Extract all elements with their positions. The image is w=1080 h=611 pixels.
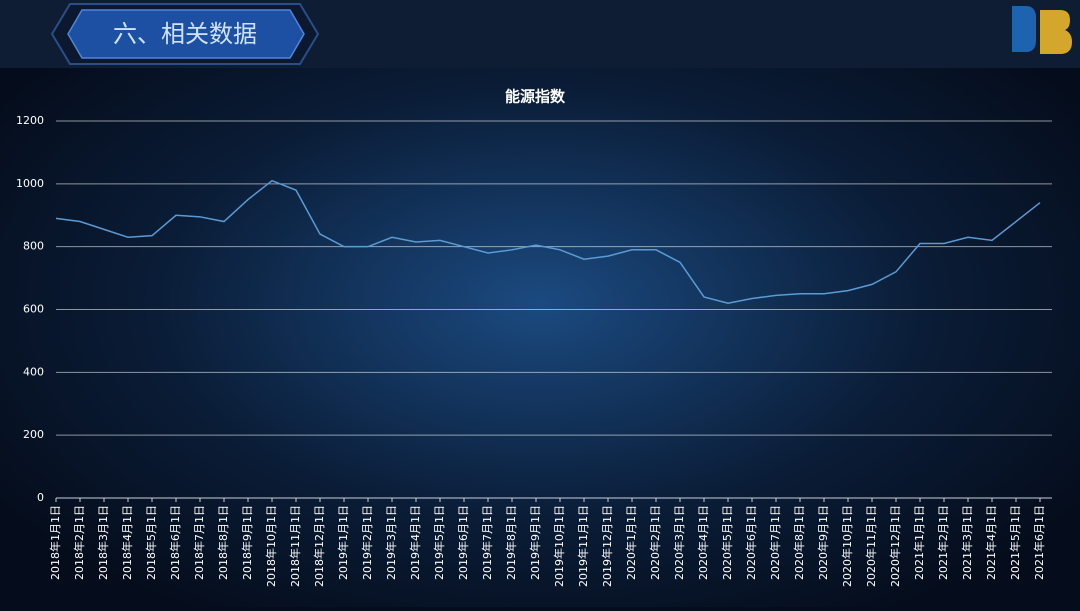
- x-tick-label: 2019年6月1日: [456, 505, 470, 580]
- logo-d: [1012, 6, 1036, 52]
- x-tick-label: 2019年4月1日: [408, 505, 422, 580]
- x-tick-label: 2018年10月1日: [264, 505, 278, 587]
- x-tick-label: 2019年3月1日: [384, 505, 398, 580]
- x-tick-label: 2018年11月1日: [288, 505, 302, 587]
- x-tick-label: 2018年7月1日: [192, 505, 206, 580]
- x-tick-label: 2018年9月1日: [240, 505, 254, 580]
- x-tick-label: 2021年3月1日: [960, 505, 974, 580]
- x-tick-label: 2020年11月1日: [864, 505, 878, 587]
- x-tick-label: 2018年2月1日: [72, 505, 86, 580]
- y-tick-label: 800: [23, 240, 44, 253]
- x-tick-label: 2020年2月1日: [648, 505, 662, 580]
- x-tick-label: 2020年4月1日: [696, 505, 710, 580]
- y-tick-label: 400: [23, 365, 44, 378]
- x-tick-label: 2020年3月1日: [672, 505, 686, 580]
- x-tick-label: 2020年10月1日: [840, 505, 854, 587]
- x-tick-label: 2019年2月1日: [360, 505, 374, 580]
- line-series: [55, 179, 1041, 304]
- x-tick-label: 2019年9月1日: [528, 505, 542, 580]
- header-title: 六、相关数据: [113, 20, 257, 48]
- chart-title: 能源指数: [505, 88, 566, 106]
- x-tick-label: 2018年5月1日: [144, 505, 158, 580]
- x-tick-label: 2018年12月1日: [312, 505, 326, 587]
- x-tick-label: 2021年2月1日: [936, 505, 950, 580]
- x-tick-label: 2020年6月1日: [744, 505, 758, 580]
- x-tick-label: 2020年12月1日: [888, 505, 902, 587]
- y-tick-label: 1000: [16, 177, 44, 190]
- x-tick-label: 2020年7月1日: [768, 505, 782, 580]
- x-tick-label: 2019年7月1日: [480, 505, 494, 580]
- x-tick-label: 2021年4月1日: [984, 505, 998, 580]
- x-tick-label: 2019年10月1日: [552, 505, 566, 587]
- x-tick-label: 2019年5月1日: [432, 505, 446, 580]
- badge: [67, 9, 305, 59]
- y-tick-label: 0: [37, 491, 44, 504]
- x-tick-label: 2021年5月1日: [1008, 505, 1022, 580]
- x-tick-label: 2019年8月1日: [504, 505, 518, 580]
- x-tick-label: 2018年3月1日: [96, 505, 110, 580]
- x-tick-label: 2020年8月1日: [792, 505, 806, 580]
- plot: 0 200 400 600 800 1000 1200 2018年1月1日 2018年2月1日 2…: [16, 114, 1052, 587]
- x-tick-label: 2020年5月1日: [720, 505, 734, 580]
- x-tick-label: 2020年1月1日: [624, 505, 638, 580]
- x-tick-label: 2019年11月1日: [576, 505, 590, 587]
- x-tick-label: 2018年6月1日: [168, 505, 182, 580]
- logo-b: [1040, 10, 1072, 54]
- x-tick-label: 2018年8月1日: [216, 505, 230, 580]
- y-tick-label: 1200: [16, 114, 44, 127]
- x-tick-label: 2021年1月1日: [912, 505, 926, 580]
- x-tick-label: 2019年12月1日: [600, 505, 614, 587]
- x-tick-label: 2018年1月1日: [48, 505, 62, 580]
- y-tick-label: 200: [23, 428, 44, 441]
- y-tick-label: 600: [23, 303, 44, 316]
- x-tick-label: 2018年4月1日: [120, 505, 134, 580]
- x-tick-label: 2019年1月1日: [336, 505, 350, 580]
- x-tick-label: 2021年6月1日: [1032, 505, 1046, 580]
- x-tick-label: 2020年9月1日: [816, 505, 830, 580]
